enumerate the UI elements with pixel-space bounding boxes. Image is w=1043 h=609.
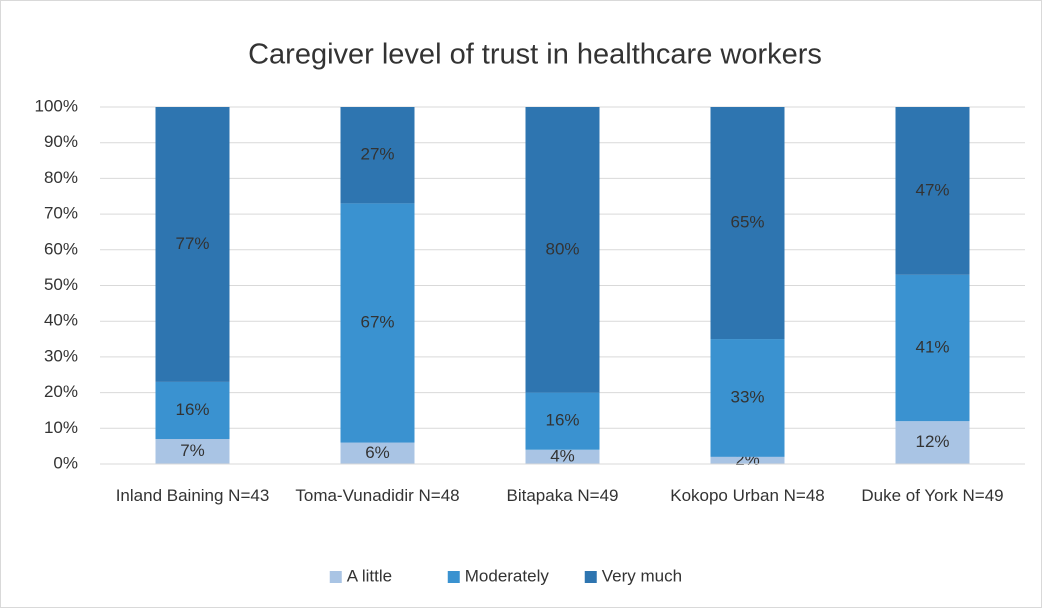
bar-segment <box>155 439 230 464</box>
value-label: 12% <box>915 432 949 451</box>
value-label: 16% <box>175 400 209 419</box>
y-tick-label: 100% <box>35 96 78 115</box>
bar-segment <box>340 107 415 204</box>
legend-label: Very much <box>602 566 682 585</box>
y-tick-label: 60% <box>44 239 78 258</box>
bar-segment <box>155 107 230 382</box>
y-tick-label: 40% <box>44 311 78 330</box>
x-tick-label: Toma-Vunadidir N=48 <box>295 486 460 505</box>
bar-segment <box>895 274 970 422</box>
x-tick-label: Bitapaka N=49 <box>506 486 619 505</box>
value-label: 27% <box>360 145 394 164</box>
y-tick-label: 90% <box>44 132 78 151</box>
y-tick-label: 20% <box>44 382 78 401</box>
bar-segment <box>895 107 970 275</box>
bar-segment <box>155 381 230 440</box>
bar-segment <box>340 203 415 443</box>
x-tick-label: Kokopo Urban N=48 <box>670 486 825 505</box>
bar-segment <box>525 107 600 393</box>
value-label: 33% <box>730 387 764 406</box>
y-tick-label: 0% <box>53 453 78 472</box>
x-tick-label: Duke of York N=49 <box>861 486 1004 505</box>
value-label: 47% <box>915 180 949 199</box>
legend-swatch <box>584 571 597 583</box>
value-label: 41% <box>915 337 949 356</box>
value-label: 7% <box>180 441 205 460</box>
value-label: 65% <box>730 213 764 232</box>
y-tick-label: 50% <box>44 275 78 294</box>
value-label: 16% <box>545 411 579 430</box>
value-label: 80% <box>545 239 579 258</box>
y-tick-label: 30% <box>44 346 78 365</box>
bar-segment <box>525 392 600 450</box>
legend-swatch <box>329 571 342 583</box>
chart-title: Caregiver level of trust in healthcare w… <box>248 39 822 71</box>
bar-segment <box>710 107 785 340</box>
value-label: 67% <box>360 312 394 331</box>
bar-segment <box>710 339 785 457</box>
y-tick-label: 80% <box>44 168 78 187</box>
bar-segment <box>525 449 600 464</box>
y-tick-label: 10% <box>44 418 78 437</box>
legend-swatch <box>447 571 460 583</box>
bar-segment <box>340 442 415 464</box>
x-tick-label: Inland Baining N=43 <box>115 486 270 505</box>
y-tick-label: 70% <box>44 204 78 223</box>
value-label: 6% <box>365 443 390 462</box>
value-label: 77% <box>175 234 209 253</box>
bar-segment <box>710 456 785 464</box>
value-label: 4% <box>550 446 575 465</box>
legend-label: Moderately <box>465 566 550 585</box>
bar-segment <box>895 421 970 464</box>
legend-label: A little <box>347 566 392 585</box>
